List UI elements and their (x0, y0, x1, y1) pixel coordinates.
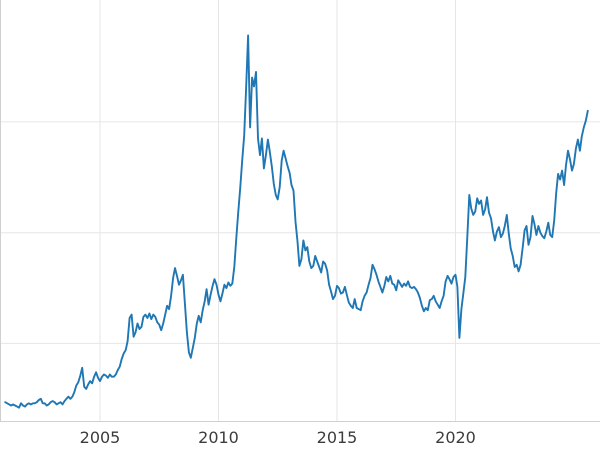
x-tick-label: 2005 (80, 428, 121, 447)
x-tick-label: 2010 (198, 428, 239, 447)
x-tick-label: 2020 (435, 428, 476, 447)
price-line-series (4, 34, 589, 409)
x-tick-label: 2015 (317, 428, 358, 447)
